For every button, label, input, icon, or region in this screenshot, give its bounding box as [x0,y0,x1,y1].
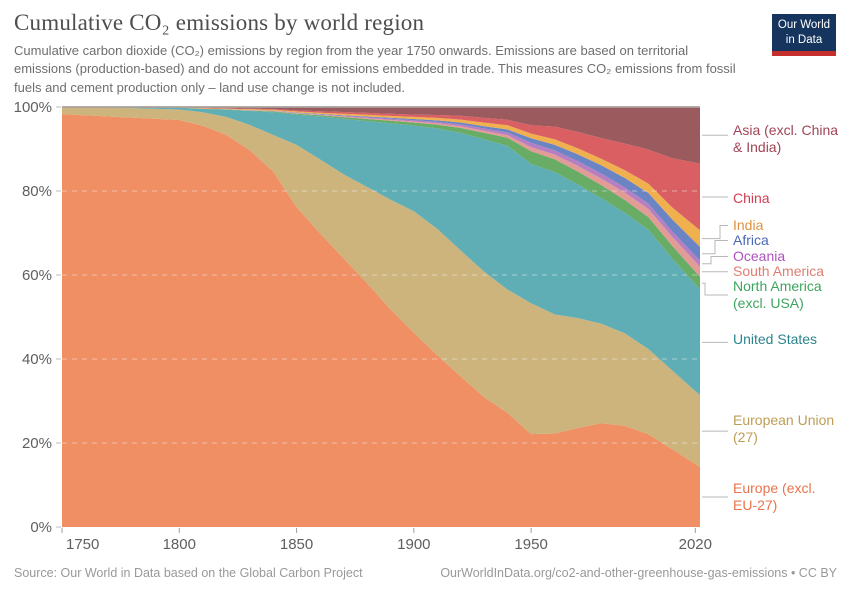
legend-label-europe-excl-eu27[interactable]: Europe (excl. EU-27) [733,480,816,513]
legend-label-south-america[interactable]: South America [733,263,825,279]
y-tick-label: 0% [30,519,52,536]
legend-label-oceania[interactable]: Oceania [733,248,786,264]
area-oceania[interactable] [62,107,700,267]
area-united-states[interactable] [62,107,700,396]
footer-source: Source: Our World in Data based on the G… [14,566,363,580]
legend-label-north-america-excl-usa[interactable]: North America (excl. USA) [733,278,822,311]
x-tick-label: 1950 [514,536,547,553]
area-europe-excl-eu27[interactable] [62,114,700,527]
footer-citation-link[interactable]: OurWorldInData.org/co2-and-other-greenho… [440,566,837,580]
gridlines [62,106,700,444]
area-asia-excl-china-india[interactable] [62,107,700,164]
legend-connector-india [702,225,728,240]
legend-label-united-states[interactable]: United States [733,331,818,347]
page-title: Cumulative CO₂ emissions by world region [14,10,425,35]
y-tick-label: 20% [22,435,52,452]
legend-connector-africa [702,240,728,255]
y-axis: 0% 20% 40% 60% 80% 100% [14,99,61,536]
chart-header: Cumulative CO₂ emissions by world region… [14,8,754,97]
legend-label-africa[interactable]: Africa [733,232,769,248]
x-axis: 1750 1800 1850 1900 1950 2020 [61,528,712,553]
legend-label-european-union-27[interactable]: European Union (27) [733,412,835,445]
x-tick-label: 1750 [66,536,99,553]
y-tick-label: 40% [22,351,52,368]
legend-label-asia-excl-china-india[interactable]: Asia (excl. China & India) [733,122,839,155]
area-european-union-27[interactable] [62,107,700,467]
plot-areas [62,107,700,527]
x-tick-label: 1800 [163,536,196,553]
owid-logo-accent-bar [772,50,836,56]
legend-label-india[interactable]: India [733,217,764,233]
x-tick-label: 1900 [397,536,430,553]
y-tick-label: 60% [22,267,52,284]
owid-logo-box: Our World in Data [772,14,836,51]
y-tick-label: 100% [14,99,52,116]
legend-connectors [702,134,728,498]
legend-label-china[interactable]: China [733,190,770,206]
y-tick-label: 80% [22,183,52,200]
x-tick-label: 1850 [280,536,313,553]
legend-connector-north-america-excl-usa [702,282,728,296]
page-subtitle: Cumulative carbon dioxide (CO₂) emission… [14,42,736,95]
x-tick-label: 2020 [679,536,712,553]
legend-connector-oceania [702,256,728,265]
area-africa[interactable] [62,107,700,261]
owid-logo[interactable]: Our World in Data [772,14,836,56]
